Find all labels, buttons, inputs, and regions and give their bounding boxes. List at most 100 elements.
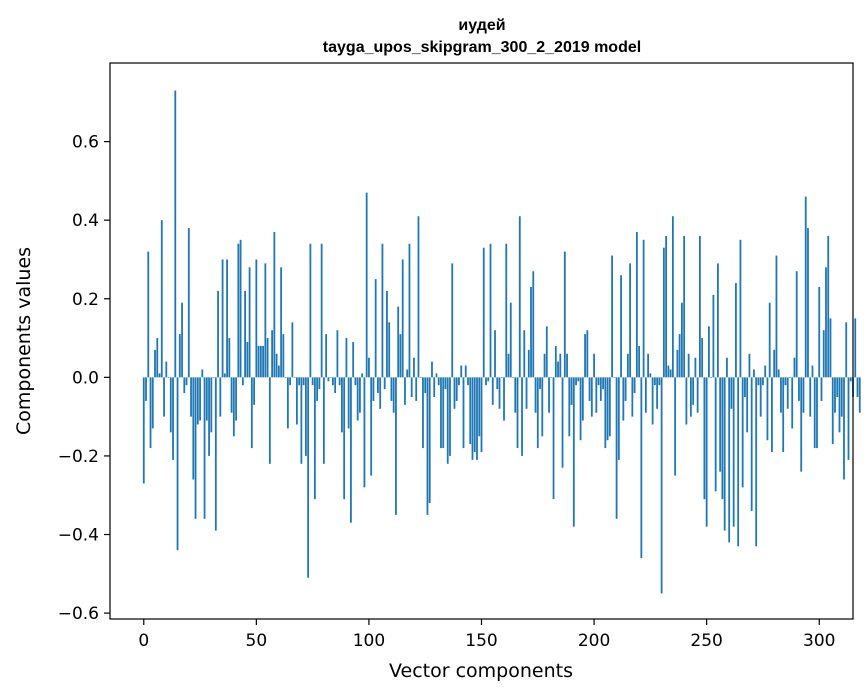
bar-49 (253, 377, 255, 405)
bar-233 (667, 365, 670, 378)
bar-248 (701, 338, 704, 378)
bar-289 (793, 357, 796, 378)
bar-127 (428, 377, 431, 504)
bar-278 (768, 302, 771, 378)
bar-140 (458, 377, 460, 386)
bar-128 (431, 361, 433, 378)
y-axis-ticks: −0.6 −0.4 −0.2 0.0 0.2 0.4 0.6 (58, 133, 110, 624)
bar-69 (298, 377, 301, 386)
bar-163 (509, 302, 512, 378)
bar-52 (259, 345, 262, 378)
bar-82 (327, 377, 330, 382)
bar-171 (527, 349, 530, 378)
bar-27 (203, 377, 206, 519)
bar-73 (307, 377, 310, 578)
bar-201 (595, 377, 598, 413)
bar-57 (271, 330, 274, 378)
bar-96 (359, 377, 361, 413)
bar-246 (696, 377, 699, 413)
bar-210 (615, 377, 618, 519)
bar-169 (523, 330, 526, 378)
bar-288 (791, 377, 794, 429)
bar-170 (525, 377, 528, 409)
bar-217 (631, 377, 634, 417)
bar-238 (678, 334, 681, 378)
bar-264 (737, 377, 740, 547)
bar-107 (383, 377, 386, 390)
bar-293 (802, 377, 805, 413)
bar-84 (332, 377, 334, 386)
y-tick-label: 0.0 (72, 368, 99, 388)
x-tick-label: 200 (578, 631, 610, 651)
bar-83 (329, 377, 332, 378)
y-tick-label: −0.4 (58, 526, 99, 546)
bar-129 (433, 377, 436, 397)
y-axis-label: Components values (13, 247, 35, 435)
bar-222 (642, 239, 645, 378)
bar-9 (163, 377, 165, 417)
bar-79 (320, 243, 323, 378)
bar-35 (221, 259, 224, 378)
x-tick-label: 150 (465, 631, 497, 651)
bar-32 (214, 377, 217, 531)
bar-131 (437, 377, 440, 386)
bar-90 (345, 338, 348, 378)
bar-19 (185, 377, 188, 386)
bar-125 (424, 377, 427, 394)
bar-31 (212, 377, 215, 378)
bar-256 (719, 377, 722, 472)
bar-65 (289, 377, 292, 386)
bar-142 (462, 377, 465, 449)
bar-22 (192, 377, 195, 480)
bar-121 (415, 377, 418, 401)
bar-157 (496, 377, 499, 390)
bar-237 (676, 349, 679, 378)
bar-273 (757, 377, 760, 386)
bar-240 (683, 235, 686, 378)
bar-46 (246, 341, 249, 378)
x-tick-label: 300 (803, 631, 835, 651)
bar-54 (264, 263, 267, 378)
bar-297 (811, 365, 814, 378)
bar-205 (604, 377, 607, 449)
bar-63 (284, 377, 287, 378)
x-tick-label: 250 (690, 631, 722, 651)
bar-156 (494, 330, 496, 378)
bar-18 (183, 377, 186, 394)
bar-290 (795, 271, 798, 378)
bar-118 (408, 243, 411, 378)
bar-95 (356, 377, 359, 421)
bar-42 (237, 243, 240, 378)
x-tick-label: 0 (138, 631, 149, 651)
x-tick-label: 100 (353, 631, 385, 651)
bar-164 (512, 377, 514, 378)
bar-245 (694, 357, 697, 378)
bar-104 (377, 377, 379, 394)
bar-191 (572, 377, 575, 527)
bar-16 (178, 334, 181, 378)
bar-154 (489, 243, 492, 378)
bar-280 (773, 349, 776, 378)
bar-113 (397, 306, 400, 378)
bar-114 (399, 334, 402, 378)
bar-304 (827, 235, 830, 378)
bar-86 (336, 330, 339, 378)
bar-2 (147, 251, 150, 378)
bar-7 (158, 373, 161, 378)
x-tick-label: 50 (246, 631, 268, 651)
bar-227 (653, 377, 656, 386)
bar-232 (665, 235, 668, 378)
bars-group (142, 90, 861, 594)
bar-242 (687, 353, 690, 378)
bar-228 (656, 377, 659, 409)
bar-267 (744, 377, 746, 397)
bar-174 (534, 377, 537, 413)
bar-134 (444, 377, 447, 390)
bar-215 (626, 353, 629, 378)
bar-229 (658, 377, 661, 386)
bar-126 (426, 377, 429, 515)
bar-94 (354, 377, 357, 386)
bar-271 (753, 369, 755, 378)
bar-143 (464, 365, 467, 378)
